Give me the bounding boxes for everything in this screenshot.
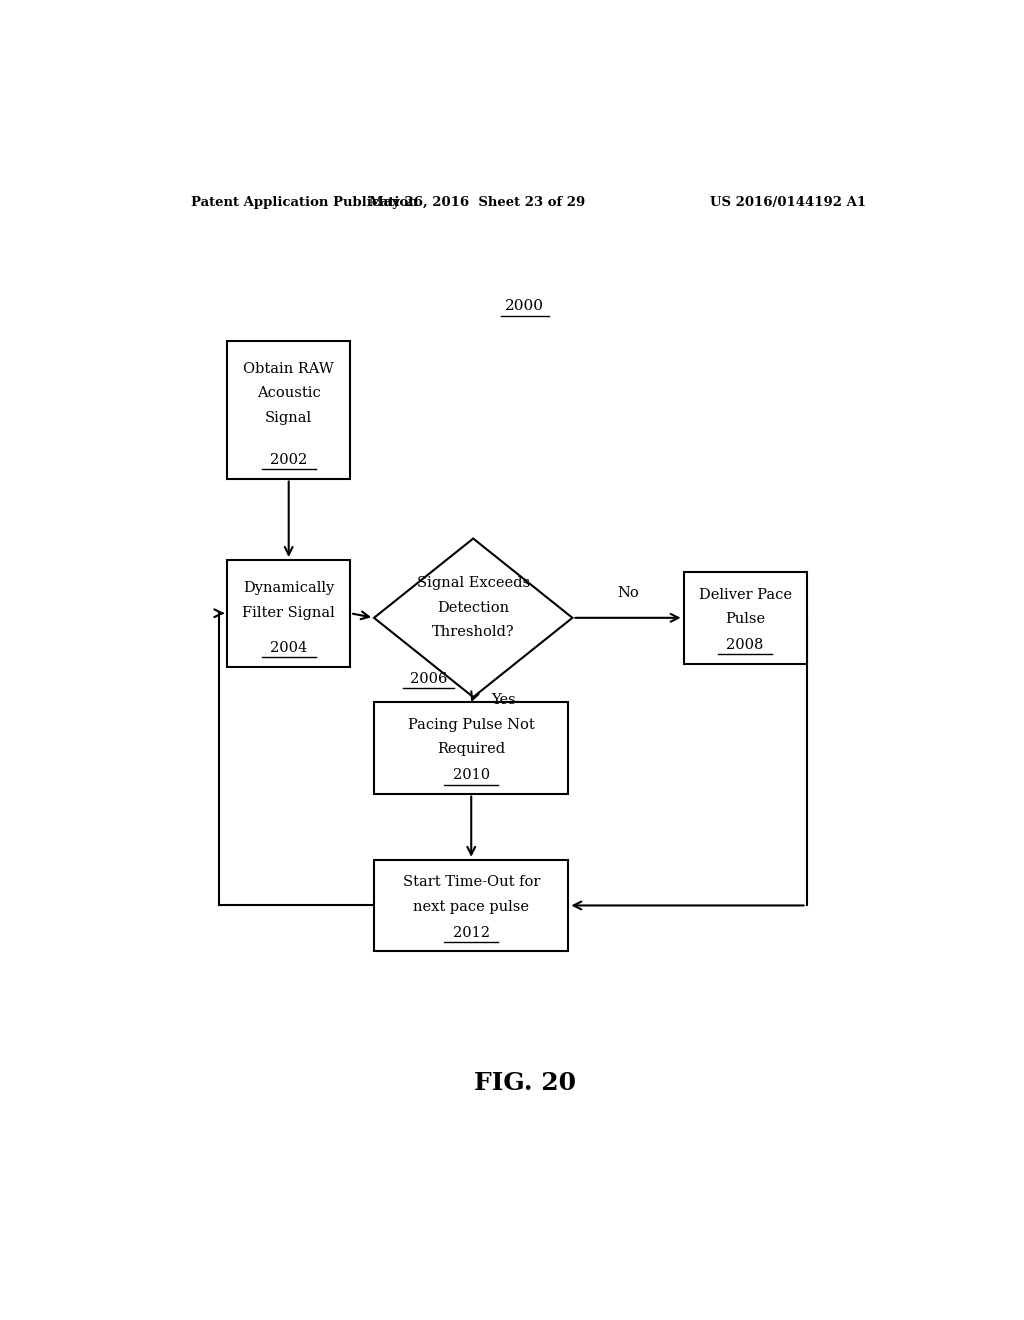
Text: Yes: Yes (490, 693, 515, 706)
FancyBboxPatch shape (227, 560, 350, 667)
Polygon shape (374, 539, 572, 697)
Text: Obtain RAW: Obtain RAW (244, 362, 334, 376)
Text: Dynamically: Dynamically (243, 581, 334, 595)
Text: Pulse: Pulse (725, 612, 765, 626)
Text: Start Time-Out for: Start Time-Out for (402, 875, 540, 890)
Text: 2008: 2008 (726, 639, 764, 652)
Text: US 2016/0144192 A1: US 2016/0144192 A1 (710, 195, 866, 209)
Text: 2006: 2006 (410, 672, 447, 686)
FancyBboxPatch shape (684, 572, 807, 664)
Text: Deliver Pace: Deliver Pace (698, 587, 792, 602)
Text: May 26, 2016  Sheet 23 of 29: May 26, 2016 Sheet 23 of 29 (369, 195, 586, 209)
Text: FIG. 20: FIG. 20 (474, 1072, 575, 1096)
Text: No: No (617, 586, 639, 599)
Text: Pacing Pulse Not: Pacing Pulse Not (408, 718, 535, 731)
Text: Signal: Signal (265, 411, 312, 425)
Text: Filter Signal: Filter Signal (243, 606, 335, 619)
FancyBboxPatch shape (374, 702, 568, 793)
Text: Threshold?: Threshold? (432, 626, 514, 639)
FancyBboxPatch shape (374, 859, 568, 952)
Text: Detection: Detection (437, 601, 509, 615)
Text: Patent Application Publication: Patent Application Publication (191, 195, 418, 209)
Text: next pace pulse: next pace pulse (414, 900, 529, 913)
Text: Acoustic: Acoustic (257, 387, 321, 400)
Text: 2010: 2010 (453, 768, 489, 783)
Text: 2012: 2012 (453, 925, 489, 940)
Text: 2004: 2004 (270, 642, 307, 655)
Text: Required: Required (437, 742, 505, 756)
FancyBboxPatch shape (227, 342, 350, 479)
Text: 2002: 2002 (270, 453, 307, 467)
Text: Signal Exceeds: Signal Exceeds (417, 577, 529, 590)
Text: 2000: 2000 (505, 298, 545, 313)
